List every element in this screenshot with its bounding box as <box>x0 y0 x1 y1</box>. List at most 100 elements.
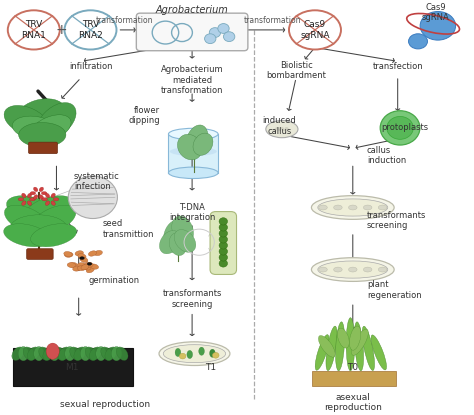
Text: systematic
infection: systematic infection <box>74 172 120 191</box>
Ellipse shape <box>29 198 35 201</box>
Ellipse shape <box>319 335 335 357</box>
Ellipse shape <box>266 120 298 138</box>
Ellipse shape <box>30 192 36 195</box>
Ellipse shape <box>362 326 374 371</box>
Ellipse shape <box>46 193 50 198</box>
Ellipse shape <box>283 129 286 131</box>
Ellipse shape <box>351 329 368 355</box>
Ellipse shape <box>84 262 93 267</box>
Ellipse shape <box>39 347 50 360</box>
Ellipse shape <box>169 233 187 256</box>
Text: Agrobacterium: Agrobacterium <box>156 5 228 15</box>
Ellipse shape <box>285 127 289 129</box>
Text: Agrobacterium
mediated
transformation: Agrobacterium mediated transformation <box>161 65 223 95</box>
Text: protoplasts: protoplasts <box>381 123 428 132</box>
Ellipse shape <box>174 229 196 252</box>
Ellipse shape <box>18 122 66 147</box>
Ellipse shape <box>34 187 38 192</box>
Ellipse shape <box>193 133 213 155</box>
Ellipse shape <box>51 201 55 205</box>
Ellipse shape <box>81 264 89 270</box>
Ellipse shape <box>65 347 75 361</box>
Ellipse shape <box>318 199 388 216</box>
FancyBboxPatch shape <box>312 371 396 386</box>
Ellipse shape <box>27 347 39 360</box>
Text: germination: germination <box>88 276 139 286</box>
Text: T0: T0 <box>347 363 358 372</box>
Ellipse shape <box>86 267 94 273</box>
Ellipse shape <box>42 198 47 201</box>
Circle shape <box>219 218 228 225</box>
FancyBboxPatch shape <box>210 212 237 274</box>
Ellipse shape <box>10 215 67 241</box>
Text: callus
induction: callus induction <box>367 146 406 165</box>
Ellipse shape <box>31 205 76 234</box>
Ellipse shape <box>409 34 428 49</box>
Ellipse shape <box>83 265 91 270</box>
Ellipse shape <box>78 254 86 259</box>
Ellipse shape <box>85 347 97 360</box>
Ellipse shape <box>18 347 28 361</box>
Text: Cas9
sgRNA: Cas9 sgRNA <box>421 2 449 22</box>
Ellipse shape <box>364 267 372 272</box>
Ellipse shape <box>82 265 91 270</box>
Text: Biolistic
bombardment: Biolistic bombardment <box>266 61 326 81</box>
Ellipse shape <box>7 196 56 223</box>
Ellipse shape <box>69 262 77 267</box>
Ellipse shape <box>22 193 26 198</box>
Text: flower
dipping: flower dipping <box>129 106 160 125</box>
Text: M1: M1 <box>65 363 78 372</box>
Circle shape <box>219 236 228 243</box>
Circle shape <box>219 248 228 255</box>
Circle shape <box>210 28 221 37</box>
Ellipse shape <box>187 350 192 359</box>
Circle shape <box>219 254 228 261</box>
Ellipse shape <box>27 193 32 198</box>
Ellipse shape <box>4 205 49 234</box>
Ellipse shape <box>319 205 327 210</box>
Ellipse shape <box>278 129 282 131</box>
Ellipse shape <box>39 195 44 199</box>
Ellipse shape <box>80 347 91 361</box>
Text: TRV
RNA1: TRV RNA1 <box>21 20 46 39</box>
Ellipse shape <box>89 251 97 256</box>
Ellipse shape <box>319 267 327 272</box>
Ellipse shape <box>51 193 55 198</box>
Ellipse shape <box>175 348 181 356</box>
Ellipse shape <box>336 322 345 371</box>
Ellipse shape <box>23 347 35 360</box>
Circle shape <box>380 111 420 145</box>
Text: T-DNA
integration: T-DNA integration <box>169 203 215 222</box>
Ellipse shape <box>378 267 387 272</box>
Text: seed
transmittion: seed transmittion <box>102 220 154 239</box>
FancyBboxPatch shape <box>137 13 248 51</box>
FancyBboxPatch shape <box>12 347 133 386</box>
Ellipse shape <box>172 216 193 244</box>
Ellipse shape <box>58 347 70 360</box>
Ellipse shape <box>170 147 217 156</box>
Circle shape <box>179 353 186 359</box>
Ellipse shape <box>420 12 456 40</box>
Ellipse shape <box>159 342 230 366</box>
Ellipse shape <box>364 205 372 210</box>
Ellipse shape <box>34 195 38 199</box>
Ellipse shape <box>53 198 59 201</box>
Ellipse shape <box>96 347 106 361</box>
Ellipse shape <box>4 105 49 137</box>
Circle shape <box>219 224 228 231</box>
Ellipse shape <box>12 347 24 360</box>
Text: +: + <box>55 23 67 37</box>
Ellipse shape <box>22 201 26 205</box>
Ellipse shape <box>75 251 83 256</box>
Ellipse shape <box>46 201 50 205</box>
Ellipse shape <box>37 103 76 139</box>
Ellipse shape <box>349 326 361 350</box>
Text: transformation: transformation <box>96 17 153 25</box>
Ellipse shape <box>12 116 57 140</box>
Circle shape <box>205 34 216 44</box>
Ellipse shape <box>70 347 82 360</box>
Ellipse shape <box>34 347 44 361</box>
Bar <box>168 134 218 173</box>
Circle shape <box>212 352 219 358</box>
Ellipse shape <box>73 266 81 271</box>
